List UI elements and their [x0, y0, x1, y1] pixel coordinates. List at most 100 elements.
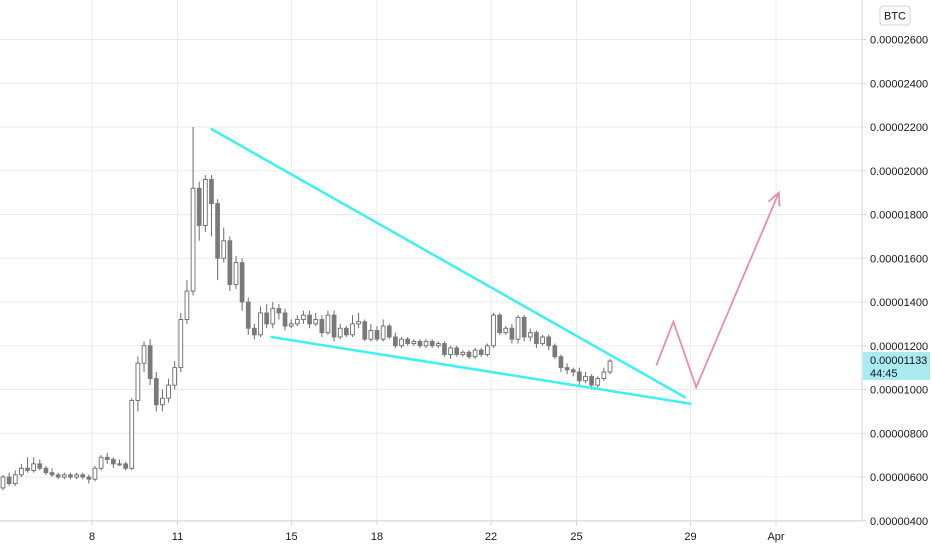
candle	[68, 472, 73, 480]
candle	[472, 347, 478, 359]
candle	[184, 280, 190, 324]
candle	[43, 466, 49, 475]
price-tick-label: 0.00002000	[870, 166, 928, 178]
time-axis[interactable]: 8 11 15 18 22 25 29 Apr	[89, 521, 785, 543]
candle	[55, 472, 61, 480]
candle-body	[49, 472, 55, 476]
candle-body	[442, 343, 447, 355]
price-tick-label: 0.00001400	[870, 297, 928, 309]
candle	[221, 227, 227, 263]
candle-body	[227, 240, 233, 285]
candle-body	[215, 203, 220, 259]
candle-body	[491, 314, 496, 347]
candle-body	[55, 474, 61, 478]
candle	[166, 378, 171, 403]
candle	[117, 459, 122, 467]
candle	[374, 326, 380, 342]
candle-body	[350, 323, 355, 336]
candle	[564, 363, 570, 375]
candle	[595, 376, 601, 388]
candle-body	[485, 345, 490, 355]
currency-button-label[interactable]: BTC	[884, 11, 906, 23]
candle-body	[417, 340, 423, 347]
candle-body	[558, 356, 564, 369]
time-tick-label: 18	[371, 531, 383, 543]
candle	[386, 323, 392, 340]
candle-body	[117, 463, 122, 466]
candle	[393, 332, 398, 348]
candle-body	[399, 338, 404, 347]
price-tick-label: 0.00001200	[870, 341, 928, 353]
candle-body	[362, 321, 368, 340]
candle-body	[607, 360, 613, 373]
candle-body	[466, 351, 472, 358]
candle-body	[380, 325, 386, 340]
candle-body	[19, 467, 24, 476]
candle-body	[368, 329, 374, 340]
candle-body	[313, 319, 319, 325]
candle-body	[123, 463, 128, 469]
candle-body	[344, 327, 349, 336]
time-tick-label: 25	[570, 531, 582, 543]
candle	[454, 345, 460, 357]
candle	[245, 297, 251, 335]
candle	[258, 306, 263, 337]
candle-body	[564, 367, 570, 371]
candle	[31, 457, 37, 473]
candle-body	[448, 347, 453, 355]
candle	[80, 472, 86, 480]
candle-body	[233, 262, 239, 285]
candle-body	[239, 262, 245, 303]
candle-body	[411, 340, 417, 345]
candle-body	[25, 467, 30, 471]
price-tick-label: 0.00001800	[870, 210, 928, 222]
candle	[270, 302, 276, 329]
candle	[583, 372, 588, 383]
candle-body	[570, 369, 576, 373]
candle	[227, 236, 233, 292]
candle	[435, 341, 441, 348]
candle-body	[111, 459, 116, 465]
candle-body	[423, 340, 429, 347]
price-tick-label: 0.00000600	[870, 472, 928, 484]
candle-body	[337, 327, 343, 338]
drawings	[210, 127, 781, 405]
price-axis[interactable]: 0.00002600 0.00002400 0.00002200 0.00002000…	[862, 35, 928, 528]
candle	[25, 457, 30, 473]
candle	[331, 310, 337, 342]
candle	[466, 350, 472, 359]
candle	[417, 339, 423, 348]
candle	[423, 339, 429, 348]
candle-body	[147, 345, 153, 380]
candle-body	[86, 476, 92, 480]
time-tick-label: 8	[89, 531, 95, 543]
candle	[515, 315, 521, 344]
candle-body	[294, 319, 300, 325]
candle-body	[472, 349, 478, 358]
candle-body	[221, 240, 227, 259]
candle-body	[245, 301, 251, 329]
currency-button[interactable]: BTC	[879, 5, 911, 26]
candle-body	[98, 456, 104, 469]
candle	[141, 341, 147, 372]
price-tag-background	[863, 352, 930, 380]
candle-body	[583, 375, 588, 382]
candle-body	[92, 467, 98, 480]
candle-body	[68, 474, 73, 478]
projection-path[interactable]	[655, 192, 780, 390]
time-tick-label: 11	[172, 531, 183, 543]
candle-body	[478, 349, 484, 355]
projection-arrowhead	[767, 190, 781, 207]
price-tick-label: 0.00000800	[870, 428, 928, 440]
candle	[325, 310, 331, 335]
candle-body	[160, 397, 165, 406]
wedge-lower-line[interactable]	[270, 335, 692, 405]
candle-body	[129, 399, 135, 469]
wedge-upper-line[interactable]	[210, 127, 687, 399]
candle-body	[153, 378, 159, 406]
candle-body	[209, 179, 214, 205]
currency-button-frame[interactable]	[879, 5, 911, 26]
candle-body	[454, 347, 460, 355]
